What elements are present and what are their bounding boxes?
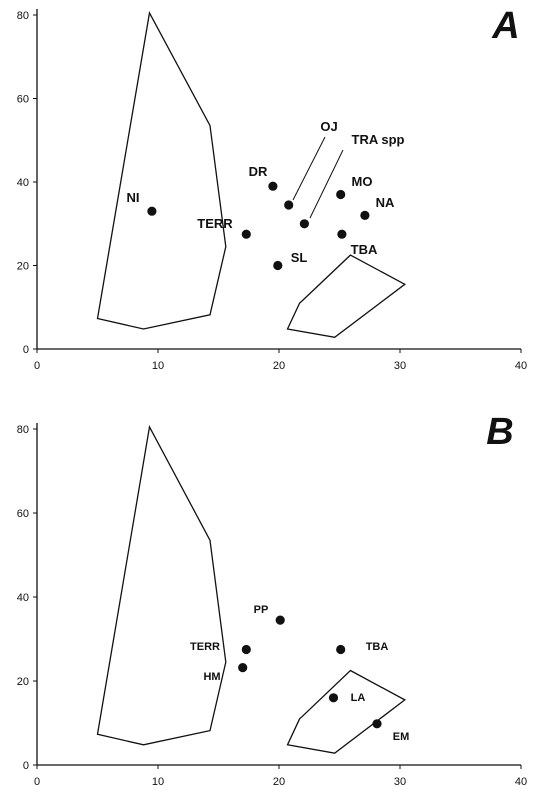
x-tick-label: 40 — [515, 360, 527, 372]
point-label: TBA — [366, 641, 389, 653]
point-label: OJ — [320, 119, 337, 134]
data-point — [372, 719, 382, 729]
panel-b: 0 10 20 30 40 0 20 40 60 80 PP TERR HM TBA LA EM B — [17, 411, 527, 788]
leader-line — [309, 149, 344, 219]
y-tick-label: 80 — [17, 10, 29, 22]
point-label: HM — [203, 671, 220, 683]
y-tick-label: 20 — [17, 261, 29, 273]
x-tick-label: 20 — [273, 776, 285, 788]
data-point — [241, 229, 251, 239]
point-label: TERR — [190, 641, 220, 653]
y-tick-label: 0 — [23, 760, 29, 772]
x-tick-label: 30 — [394, 776, 406, 788]
point-label: SL — [291, 250, 308, 265]
data-point — [336, 644, 346, 655]
point-label: TRA spp — [352, 132, 405, 147]
data-point — [268, 181, 278, 191]
y-tick-label: 20 — [17, 676, 29, 688]
y-tick-label: 60 — [17, 508, 29, 520]
point-label: NI — [127, 190, 140, 205]
y-tick-label: 0 — [23, 344, 29, 356]
polygon-region-1 — [96, 10, 227, 330]
data-point — [336, 189, 346, 200]
data-point — [337, 229, 347, 239]
data-point — [360, 210, 370, 220]
data-point — [299, 219, 309, 229]
data-point — [238, 663, 248, 673]
data-point — [328, 693, 339, 703]
data-point — [275, 615, 285, 625]
y-tick-label: 40 — [17, 177, 29, 189]
data-point — [147, 206, 157, 216]
point-label: TERR — [197, 216, 233, 231]
point-label: NA — [376, 195, 395, 210]
y-tick-label: 80 — [17, 424, 29, 436]
y-tick-label: 40 — [17, 592, 29, 604]
point-label: LA — [351, 692, 366, 704]
point-label: TBA — [351, 242, 378, 257]
panel-letter: B — [486, 411, 513, 453]
x-tick-label: 0 — [34, 776, 40, 788]
point-label: DR — [249, 164, 268, 179]
x-tick-label: 30 — [394, 360, 406, 372]
point-label: MO — [352, 174, 373, 189]
x-tick-label: 20 — [273, 360, 285, 372]
leader-line — [292, 136, 326, 201]
point-label: EM — [393, 731, 410, 743]
polygon-region-1 — [96, 424, 227, 746]
polygon-region-2 — [286, 669, 406, 754]
x-tick-label: 10 — [152, 360, 164, 372]
polygon-region-2 — [286, 254, 407, 338]
x-tick-label: 10 — [152, 776, 164, 788]
data-point — [241, 644, 251, 655]
point-label: PP — [254, 604, 269, 616]
panel-letter: A — [491, 5, 519, 47]
x-tick-label: 40 — [515, 776, 527, 788]
data-point — [284, 200, 294, 210]
y-tick-label: 60 — [17, 94, 29, 106]
data-point — [273, 260, 283, 271]
x-tick-label: 0 — [34, 360, 40, 372]
